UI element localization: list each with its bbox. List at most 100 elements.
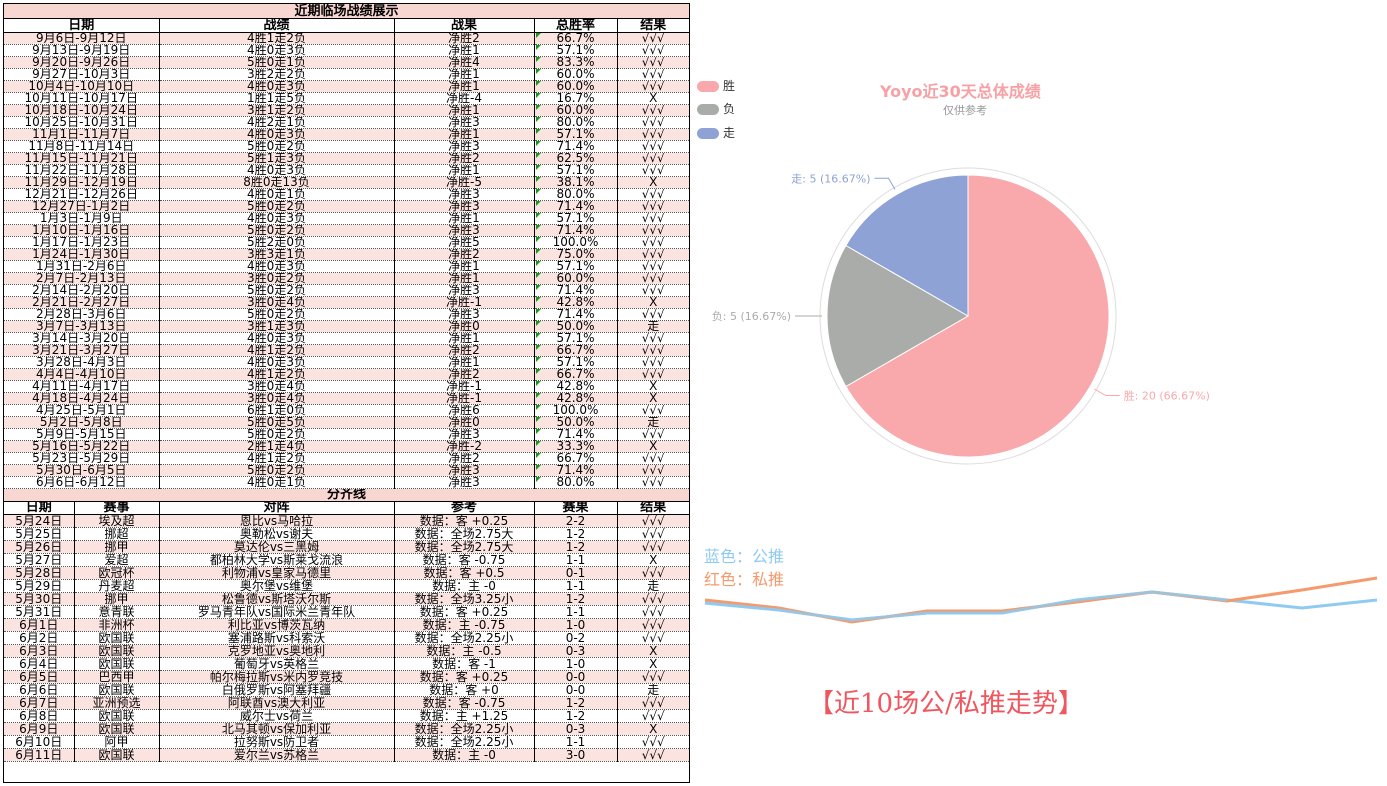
legend-swatch-icon: [697, 128, 719, 139]
table-row: 6月5日 巴西甲 帕尔梅拉斯vs米内罗竞技 数据：客 +0.25 0-0 √√√: [4, 670, 689, 684]
table-cell: 莫达伦vs三黑姆: [159, 540, 395, 554]
table-cell: 6月1日: [4, 618, 75, 632]
table-cell: 4胜0走3负: [159, 44, 395, 57]
table-cell: 净胜1: [394, 104, 535, 117]
table-cell: 3胜0走4负: [159, 392, 395, 405]
table-cell: √√√: [617, 709, 689, 723]
table-row: 6月4日 欧国联 葡萄牙vs英格兰 数据：客 -1 1-0 X: [4, 657, 689, 671]
table-cell: 5月16日-5月22日: [4, 440, 160, 453]
table-cell: 57.1%: [534, 164, 618, 177]
table-cell: 净胜3: [394, 224, 535, 237]
table-cell: 10月18日-10月24日: [4, 104, 160, 117]
table-cell: 2月21日-2月27日: [4, 296, 160, 309]
table-cell: 4月18日-4月24日: [4, 392, 160, 405]
table-cell: 5月2日-5月8日: [4, 416, 160, 429]
table-cell: 6月3日: [4, 644, 75, 658]
table-cell: 净胜1: [394, 164, 535, 177]
table-cell: 净胜3: [394, 464, 535, 477]
chart-title: Yoyo近30天总体成绩: [880, 82, 1041, 101]
table-cell: √√√: [617, 248, 689, 261]
table-cell: 5胜0走2负: [159, 308, 395, 321]
table-cell: 11月1日-11月7日: [4, 128, 160, 141]
table-cell: 利物浦vs皇家马德里: [159, 566, 395, 580]
table-cell: 4胜0走3负: [159, 128, 395, 141]
table-cell: 2月7日-2月13日: [4, 272, 160, 285]
table-cell: 恩比vs马哈拉: [159, 514, 395, 528]
table-cell: 0-0: [534, 683, 618, 697]
column-header: 赛事: [74, 501, 160, 515]
table-row: 2月21日-2月27日 3胜0走4负 净胜-1 42.8% X: [4, 296, 689, 309]
table-cell: 数据：主 +1.25: [394, 709, 535, 723]
table-cell: 1月17日-1月23日: [4, 236, 160, 249]
table-cell: 5胜1走3负: [159, 152, 395, 165]
table-cell: 10月25日-10月31日: [4, 116, 160, 129]
table-cell: 0-3: [534, 722, 618, 736]
red-legend-label: 红色：私推: [704, 570, 785, 589]
table-cell: 1月10日-1月16日: [4, 224, 160, 237]
table-cell: 净胜3: [394, 308, 535, 321]
table-row: 11月22日-11月28日 4胜0走3负 净胜1 57.1% √√√: [4, 164, 689, 177]
table-cell: 数据：全场2.25小: [394, 722, 535, 736]
table-cell: 71.4%: [534, 224, 618, 237]
table-row: 5月2日-5月8日 5胜0走5负 净胜0 50.0% 走: [4, 416, 689, 429]
table-cell: 欧国联: [74, 644, 160, 658]
table-cell: √√√: [617, 44, 689, 57]
table-cell: 71.4%: [534, 200, 618, 213]
pie-slice-win[interactable]: [845, 174, 1110, 458]
table-cell: 塞浦路斯vs科索沃: [159, 631, 395, 645]
table-cell: 5月25日: [4, 527, 75, 541]
table-cell: 57.1%: [534, 44, 618, 57]
table-cell: 净胜5: [394, 236, 535, 249]
table-cell: 阿甲: [74, 735, 160, 749]
table-cell: 亚洲预选: [74, 696, 160, 710]
table-cell: √√√: [617, 344, 689, 357]
table-row: 6月3日 欧国联 克罗地亚vs奥地利 数据：主 -0.5 0-3 X: [4, 644, 689, 658]
table-cell: 净胜2: [394, 368, 535, 381]
table-cell: 42.8%: [534, 392, 618, 405]
table-cell: 白俄罗斯vs阿塞拜疆: [159, 683, 395, 697]
table-cell: 71.4%: [534, 284, 618, 297]
table-cell: 1-2: [534, 696, 618, 710]
table-cell: 松鲁德vs斯塔沃尔斯: [159, 592, 395, 606]
table-cell: 57.1%: [534, 332, 618, 345]
table-cell: √√√: [617, 748, 689, 762]
table-cell: 阿联酋vs澳大利亚: [159, 696, 395, 710]
table-cell: 12月27日-1月2日: [4, 200, 160, 213]
table-cell: √√√: [617, 618, 689, 632]
table-cell: 爱超: [74, 553, 160, 567]
table-cell: 4胜0走3负: [159, 332, 395, 345]
legend-swatch-icon: [697, 81, 719, 92]
legend-item-win[interactable]: 胜: [697, 77, 735, 94]
table-cell: 6月9日: [4, 722, 75, 736]
table-cell: √√√: [617, 452, 689, 465]
pie-slice-push[interactable]: [845, 174, 969, 317]
table-cell: 2月14日-2月20日: [4, 284, 160, 297]
legend-item-push[interactable]: 走: [697, 124, 735, 141]
table-cell: 33.3%: [534, 440, 618, 453]
table-cell: 数据：客 +0.25: [394, 514, 535, 528]
table-cell: 欧国联: [74, 657, 160, 671]
table-cell: X: [617, 380, 689, 393]
table-cell: 净胜2: [394, 248, 535, 261]
table-cell: 57.1%: [534, 128, 618, 141]
table-row: 6月9日 欧国联 北马其顿vs保加利亚 数据：全场2.25小 0-3 X: [4, 722, 689, 736]
table-cell: 罗马青年队vs国际米兰青年队: [159, 605, 395, 619]
table-cell: 净胜1: [394, 260, 535, 273]
table-row: 1月31日-2月6日 4胜0走3负 净胜1 57.1% √√√: [4, 260, 689, 273]
table-cell: 4胜0走3负: [159, 260, 395, 273]
legend-item-loss[interactable]: 负: [697, 100, 735, 117]
column-header: 结果: [617, 18, 689, 33]
pie-slice-loss[interactable]: [826, 244, 970, 388]
table-cell: 5胜0走2负: [159, 284, 395, 297]
table-row: 5月26日 挪甲 莫达伦vs三黑姆 数据：全场2.75大 1-2 √√√: [4, 540, 689, 554]
table-cell: 4胜1走2负: [159, 452, 395, 465]
table-cell: 42.8%: [534, 380, 618, 393]
table-row: 6月6日 欧国联 白俄罗斯vs阿塞拜疆 数据：客 +0 0-0 走: [4, 683, 689, 697]
table-title: 近期临场战绩展示: [4, 4, 689, 19]
table-cell: 4胜0走3负: [159, 356, 395, 369]
table-cell: 欧国联: [74, 709, 160, 723]
table-cell: 1-2: [534, 540, 618, 554]
table-cell: √√√: [617, 428, 689, 441]
table-cell: X: [617, 392, 689, 405]
table-row: 12月27日-1月2日 5胜0走2负 净胜3 71.4% √√√: [4, 200, 689, 213]
